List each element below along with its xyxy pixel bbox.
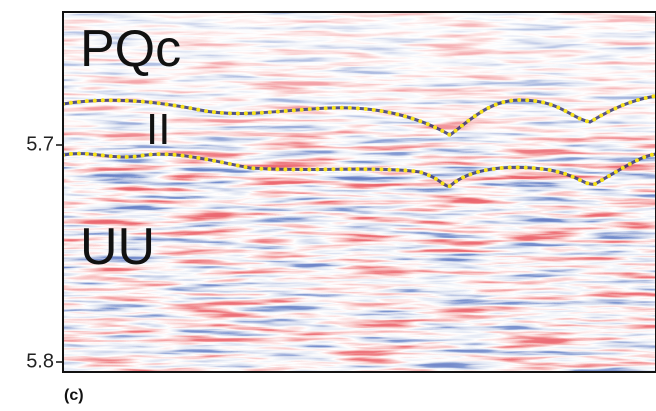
panel-label: (c)	[64, 387, 84, 404]
unit-label: II	[146, 105, 170, 154]
horizon-lower	[63, 151, 656, 189]
unit-label: UU	[80, 218, 155, 276]
frame	[62, 11, 656, 373]
y-tick-label: 5.7	[26, 133, 54, 155]
horizon-upper	[63, 94, 656, 138]
unit-label: PQc	[80, 20, 181, 78]
y-tick-label: 5.8	[26, 350, 54, 372]
seismic-section	[63, 12, 656, 372]
